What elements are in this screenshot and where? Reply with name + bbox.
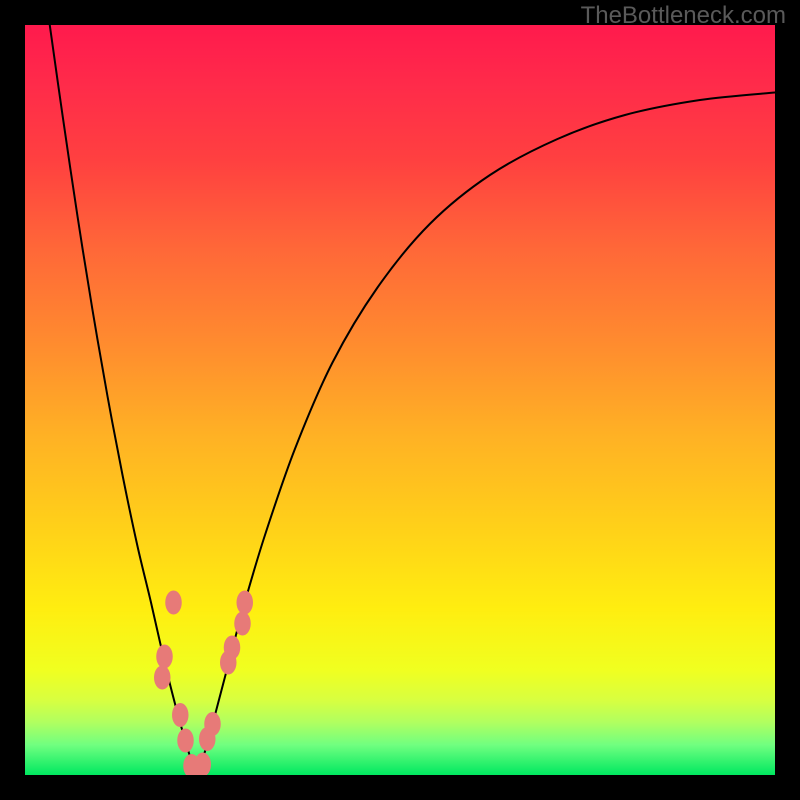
bottleneck-curve-left: [50, 25, 196, 775]
bottleneck-curve-right: [196, 93, 775, 776]
data-marker: [234, 612, 251, 636]
chart-frame: TheBottleneck.com: [0, 0, 800, 800]
watermark-text: TheBottleneck.com: [581, 2, 786, 30]
data-marker: [224, 636, 241, 660]
plot-svg: [25, 25, 775, 775]
data-marker: [237, 591, 254, 615]
data-marker: [154, 666, 171, 690]
plot-area: [25, 25, 775, 775]
data-marker: [204, 712, 221, 736]
data-marker: [156, 645, 173, 669]
data-marker: [165, 591, 182, 615]
data-marker: [172, 703, 189, 727]
data-marker: [177, 729, 194, 753]
data-marker: [195, 753, 212, 776]
